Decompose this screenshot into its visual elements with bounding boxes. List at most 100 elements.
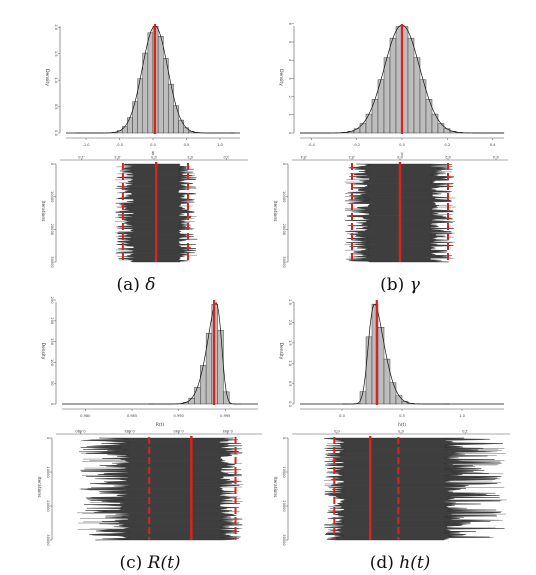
density-curve <box>62 302 258 405</box>
hist-bar <box>178 119 184 134</box>
trace-x-tick-label: 0.5 <box>398 429 404 433</box>
hist-bar <box>431 113 439 134</box>
trace-x-tick-label: 0.2 <box>445 155 451 159</box>
hist-x-label: δ <box>152 151 155 157</box>
trace-y-tick-label: 0 <box>282 437 286 440</box>
caption-suffix: (t) <box>410 553 430 573</box>
hist-x-tick-label: -0.4 <box>308 143 316 147</box>
caption-label: (a) <box>116 275 145 295</box>
hist-bar <box>389 37 397 134</box>
hist-bar <box>132 101 138 134</box>
hist-bar <box>200 365 207 405</box>
trace-y-label: Iterations <box>40 201 46 223</box>
caption-label: (d) <box>370 553 400 573</box>
hist-bar <box>443 128 451 134</box>
hist-y-tick-label: 0 <box>288 132 292 135</box>
hist-y-tick-label: 0.5 <box>54 104 58 110</box>
trace-x-tick-label: 1.0 <box>462 429 468 433</box>
hist-y-tick-label: 5 <box>288 41 292 43</box>
hist-y-tick-label: 200 <box>50 317 54 325</box>
hist-y-tick-label: 50 <box>50 381 54 386</box>
hist-y-tick-label: 2 <box>288 95 292 97</box>
panel-caption: (a) δ <box>116 275 155 295</box>
hist-x-tick-label: 0.0 <box>399 143 405 147</box>
trace-x-tick-label: -1.0 <box>77 155 85 159</box>
hist-bar <box>407 37 415 134</box>
trace-y-label: Iterations <box>272 477 278 499</box>
hist-bar <box>353 128 361 134</box>
hist-x-tick-label: 0.995 <box>220 414 230 418</box>
trace-y-tick-label: 30000 <box>50 256 54 268</box>
caption-symbol: γ <box>410 275 421 295</box>
trace-y-tick-label: 10000 <box>50 191 54 203</box>
hist-x-label: R(t) <box>156 422 164 428</box>
trace-x-tick-label: 0.990 <box>173 429 184 433</box>
hist-y-label: Density <box>40 343 46 360</box>
trace-y-tick-label: 20000 <box>46 500 50 512</box>
hist-bar <box>223 391 230 405</box>
hist-bar <box>147 32 154 134</box>
hist-y-tick-label: 4 <box>288 59 292 62</box>
hist-x-tick-label: 1.0 <box>459 414 465 418</box>
trace-x-tick-label: -0.4 <box>300 155 308 159</box>
hist-y-tick-label: 0.5 <box>288 381 292 387</box>
density-curve <box>66 25 240 134</box>
hist-y-label: Density <box>278 69 284 86</box>
trace-y-tick-label: 0 <box>282 163 286 166</box>
panel-c: 0.980 0.985 0.990 0.995 0 50 100 150 200 250 R(t) D… <box>36 297 262 573</box>
trace-x-tick-label: 0.985 <box>124 429 134 433</box>
hist-bar <box>383 358 391 405</box>
trace-x-tick-label: 0.980 <box>75 429 86 433</box>
trace-x-tick-label: 0.4 <box>492 155 498 159</box>
trace-x-tick-label: 0.0 <box>333 429 339 433</box>
hist-x-tick-label: 0.985 <box>127 414 137 418</box>
trace-x-tick-label: 0.0 <box>396 155 402 159</box>
caption-suffix: (t) <box>160 553 180 573</box>
hist-x-label: γ <box>401 152 404 157</box>
trace-y-tick-label: 20000 <box>282 224 286 236</box>
hist-bar <box>194 386 201 405</box>
hist-y-tick-label: 0 <box>50 403 54 406</box>
hist-bar <box>217 329 224 405</box>
hist-bar <box>383 57 391 134</box>
hist-x-tick-label: 0.2 <box>444 143 450 147</box>
trace-y-label: Iterations <box>36 477 42 499</box>
trace-x-tick-label: 0.0 <box>150 155 156 159</box>
hist-bar <box>127 117 133 134</box>
caption-symbol: R <box>147 553 161 573</box>
hist-bar <box>389 382 397 405</box>
hist-bar <box>413 57 421 134</box>
density-curve <box>300 303 504 405</box>
hist-bar <box>142 52 149 134</box>
hist-y-tick-label: 2.5 <box>288 299 292 305</box>
hist-bar <box>437 123 445 134</box>
hist-y-tick-label: 1 <box>288 114 292 116</box>
caption-symbol: δ <box>145 275 155 295</box>
panel-d: 0.0 0.5 1.0 0.0 0.5 1.0 1.5 2.0 2.5 h(t) Density 0.… <box>272 299 510 573</box>
hist-x-tick-label: 1.0 <box>217 143 223 147</box>
trace-x-tick-label: 0.995 <box>223 429 233 433</box>
hist-y-tick-label: 1.0 <box>54 77 58 83</box>
hist-y-label: Density <box>278 343 284 360</box>
caption-symbol: h <box>399 553 410 573</box>
hist-y-tick-label: 1.0 <box>288 360 292 366</box>
hist-x-tick-label: 0.5 <box>184 143 190 147</box>
trace-y-tick-label: 0 <box>50 163 54 166</box>
hist-x-tick-label: 0.0 <box>150 143 156 147</box>
trace-x-tick-label: -0.2 <box>348 155 355 159</box>
trace-y-label: Iterations <box>272 201 278 223</box>
hist-bar <box>183 127 190 134</box>
trace-y-tick-label: 30000 <box>46 534 50 546</box>
hist-x-tick-label: 0.980 <box>80 414 91 418</box>
hist-bar <box>395 395 403 405</box>
trace-y-tick-label: 20000 <box>50 224 54 236</box>
hist-bar <box>173 105 179 134</box>
hist-x-tick-label: 0.5 <box>399 414 405 418</box>
panel-caption: (d) h(t) <box>370 553 431 573</box>
panel-caption: (c) R(t) <box>119 553 180 573</box>
caption-label: (b) <box>380 275 410 295</box>
hist-bar <box>122 126 128 134</box>
trace-x-tick-label: -0.5 <box>114 155 121 159</box>
trace-y-tick-label: 0 <box>46 437 50 440</box>
